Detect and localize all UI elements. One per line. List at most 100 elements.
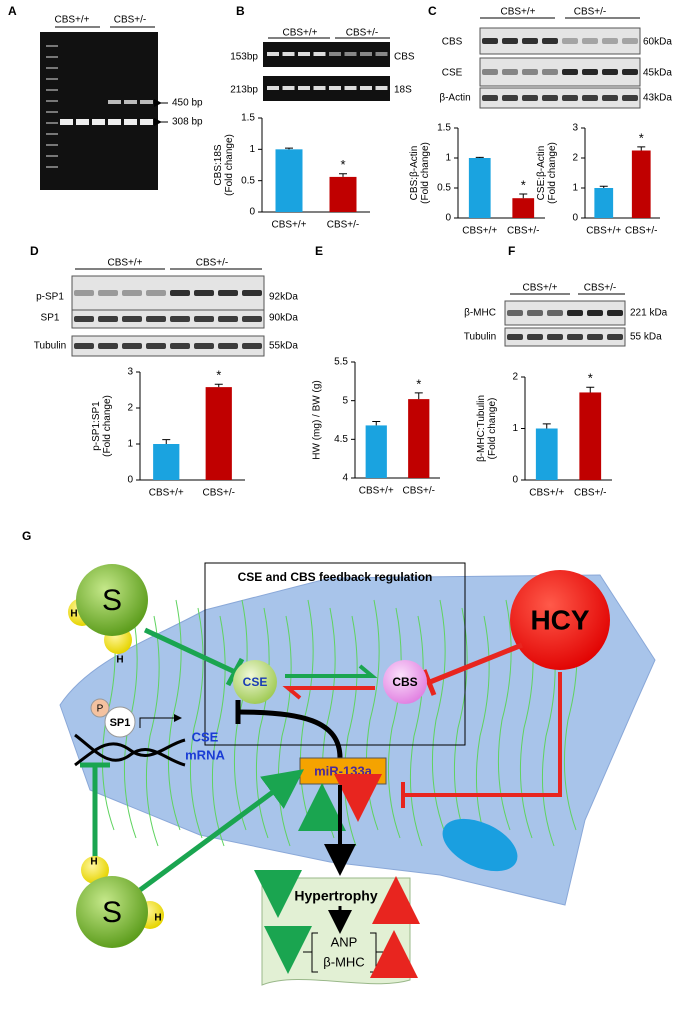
group-label: CBS+/+ bbox=[522, 283, 557, 294]
blot bbox=[504, 300, 626, 326]
blot-band bbox=[74, 316, 94, 322]
gel-band bbox=[313, 86, 326, 90]
bar bbox=[512, 198, 535, 218]
gel-band bbox=[375, 86, 388, 90]
feedback-box bbox=[204, 562, 466, 746]
bar bbox=[153, 444, 180, 480]
panel-letter: C bbox=[428, 4, 437, 18]
blot-band bbox=[218, 343, 238, 349]
blot-band bbox=[242, 290, 262, 296]
y-axis-label: β-MHC:Tubulin bbox=[476, 395, 487, 462]
blot-band bbox=[74, 290, 94, 296]
blot-band bbox=[587, 310, 603, 316]
blot-band bbox=[242, 316, 262, 322]
blot-band bbox=[507, 334, 523, 340]
x-tick-label: CBS+/- bbox=[507, 226, 540, 237]
error-bar bbox=[162, 439, 171, 444]
fiber bbox=[189, 607, 204, 839]
group-label: CBS+/- bbox=[196, 258, 229, 269]
blot-band bbox=[582, 95, 598, 101]
y-axis-label: (Fold change) bbox=[224, 134, 235, 196]
y-tick-label: 1 bbox=[249, 144, 255, 155]
blot-band bbox=[170, 316, 190, 322]
error-bar bbox=[542, 423, 551, 429]
gel-band bbox=[76, 119, 89, 125]
equilibrium-arrow bbox=[285, 664, 378, 678]
y-tick-label: 0 bbox=[127, 475, 133, 486]
x-tick-label: CBS+/- bbox=[327, 220, 360, 231]
y-tick-label: 0.5 bbox=[241, 175, 255, 186]
gel-band bbox=[92, 119, 105, 125]
ladder-band bbox=[46, 133, 58, 135]
fiber bbox=[167, 599, 182, 831]
bar bbox=[535, 428, 558, 480]
blot-band bbox=[98, 290, 118, 296]
bar bbox=[631, 150, 651, 218]
blot-band bbox=[98, 343, 118, 349]
blot-band bbox=[622, 38, 638, 44]
diagram: CSE and CBS feedback regulation HCY S H … bbox=[59, 562, 656, 986]
fiber bbox=[387, 607, 402, 839]
activate-arrow bbox=[138, 769, 305, 893]
error-bar bbox=[586, 386, 595, 393]
gel-band bbox=[282, 86, 295, 90]
blot-band bbox=[562, 69, 578, 75]
box-title: CSE and CBS feedback regulation bbox=[238, 570, 433, 584]
y-tick-label: 5.5 bbox=[334, 357, 348, 368]
panel-letter: E bbox=[315, 244, 323, 258]
y-tick-label: 1 bbox=[127, 439, 133, 450]
phospho-circle bbox=[90, 698, 110, 718]
blot-band bbox=[542, 69, 558, 75]
error-bar bbox=[637, 146, 646, 151]
group-label: CBS+/- bbox=[114, 15, 147, 26]
gel-band bbox=[282, 52, 295, 56]
blot-band bbox=[582, 69, 598, 75]
significance: * bbox=[639, 130, 644, 145]
blot-band bbox=[602, 38, 618, 44]
gel-band bbox=[344, 52, 357, 56]
y-tick-label: 0.5 bbox=[437, 183, 451, 194]
dna bbox=[74, 738, 186, 767]
cbs-label: CBS bbox=[392, 675, 417, 689]
panel-letter: B bbox=[236, 4, 245, 18]
nucleus bbox=[442, 818, 518, 872]
band-name: Tubulin bbox=[34, 341, 66, 352]
blot-band bbox=[602, 95, 618, 101]
gel-band bbox=[124, 119, 137, 125]
ladder-band bbox=[46, 67, 58, 69]
gel-band bbox=[360, 52, 372, 56]
h-atom bbox=[81, 856, 109, 884]
y-tick-label: 1.5 bbox=[437, 123, 451, 134]
y-tick-label: 3 bbox=[572, 123, 578, 134]
blot-band bbox=[562, 95, 578, 101]
ladder-band bbox=[46, 111, 58, 113]
bar bbox=[205, 387, 232, 480]
band-name: β-Actin bbox=[439, 93, 470, 104]
inhibit-line bbox=[237, 709, 343, 759]
panel-letter: F bbox=[508, 244, 515, 258]
fiber bbox=[453, 607, 468, 839]
blot bbox=[504, 327, 626, 347]
band-size: 45kDa bbox=[643, 68, 672, 79]
blot-band bbox=[602, 69, 618, 75]
y-tick-label: 2 bbox=[512, 372, 518, 383]
h-label: H bbox=[90, 857, 97, 868]
band-name: CBS bbox=[442, 37, 463, 48]
gel-band bbox=[140, 119, 153, 125]
group-label: CBS+/+ bbox=[282, 28, 317, 39]
gel-band bbox=[267, 52, 279, 56]
bar bbox=[365, 425, 387, 478]
band-size: 55 kDa bbox=[630, 332, 662, 343]
significance: * bbox=[340, 157, 345, 172]
x-tick-label: CBS+/- bbox=[402, 486, 435, 497]
gel-band bbox=[60, 119, 73, 125]
sp1-label: SP1 bbox=[110, 717, 131, 729]
error-bar bbox=[599, 185, 608, 188]
bar bbox=[275, 149, 303, 212]
blot-band bbox=[122, 343, 142, 349]
sp1-circle bbox=[104, 706, 136, 738]
phospho-label: P bbox=[97, 704, 104, 715]
y-tick-label: 1.5 bbox=[241, 113, 255, 124]
group-label: CBS+/- bbox=[574, 7, 607, 18]
band-name: CSE bbox=[442, 68, 463, 79]
